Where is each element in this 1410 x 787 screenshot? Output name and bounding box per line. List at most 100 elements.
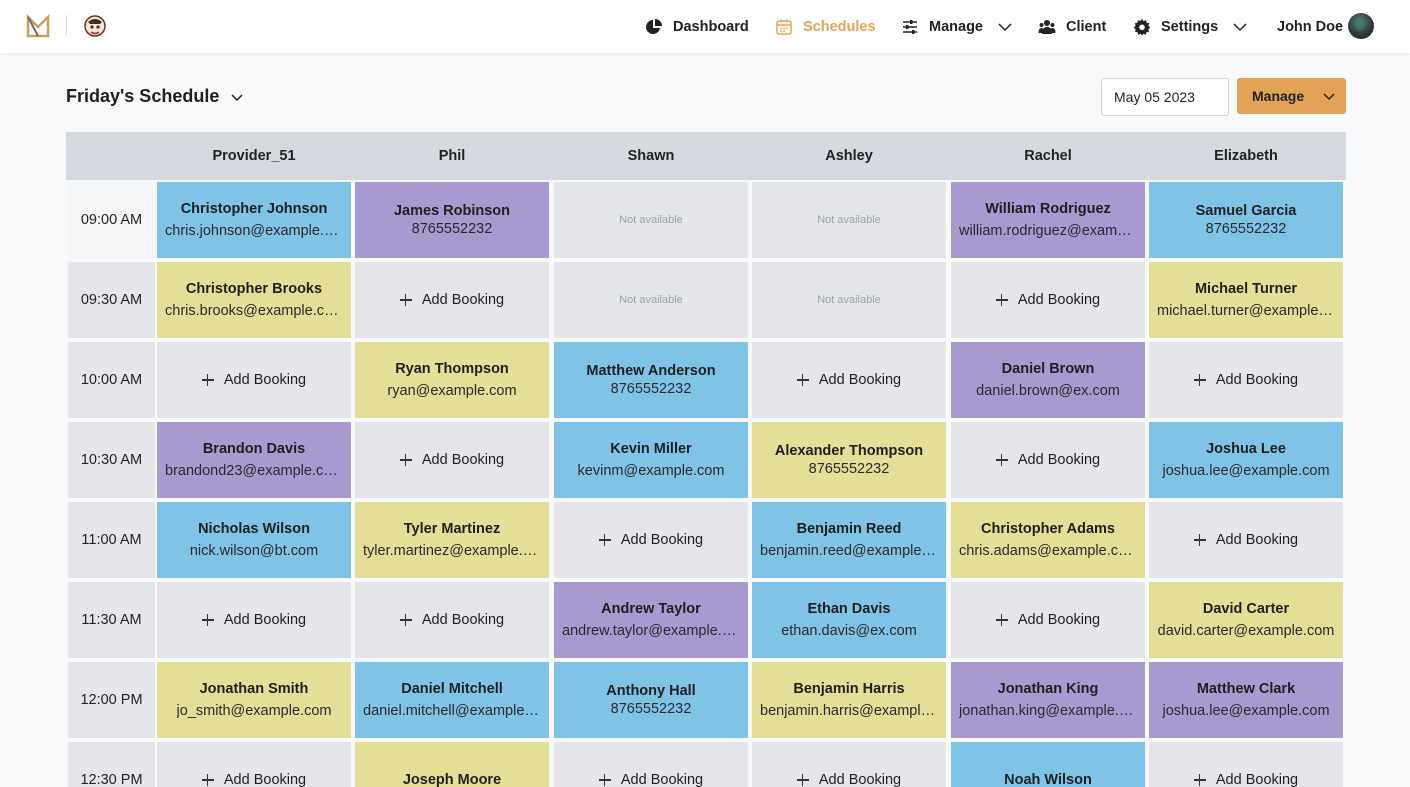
booking-card[interactable]: Brandon Davis brandond23@example.com [157, 422, 351, 498]
booking-card[interactable]: Tyler Martinez tyler.martinez@example.com [355, 502, 549, 578]
date-picker-input[interactable]: May 05 2023 [1101, 78, 1229, 116]
add-booking-action: Add Booking [796, 372, 901, 388]
booking-card[interactable]: Daniel Brown daniel.brown@ex.com [951, 342, 1145, 418]
booking-card[interactable]: Ethan Davis ethan.davis@ex.com [752, 582, 946, 658]
nav-dashboard-label: Dashboard [673, 18, 749, 35]
booking-card[interactable]: Matthew Anderson 8765552232 [554, 342, 748, 418]
booking-client-contact: william.rodriguez@example.com [959, 223, 1137, 239]
add-booking-action: Add Booking [201, 372, 306, 388]
booking-client-contact: 8765552232 [1205, 221, 1287, 237]
booking-card[interactable]: Christopher Adams chris.adams@example.com [951, 502, 1145, 578]
add-booking-button[interactable]: Add Booking [951, 422, 1145, 498]
add-booking-button[interactable]: Add Booking [1149, 742, 1343, 787]
nav-dashboard[interactable]: Dashboard [645, 0, 749, 53]
add-booking-button[interactable]: Add Booking [554, 502, 748, 578]
chevron-down-icon[interactable] [997, 19, 1013, 35]
top-nav-bar: Dashboard Schedules Manage [0, 0, 1410, 53]
booking-client-contact: michael.turner@example.com [1157, 303, 1335, 319]
booking-client-contact: benjamin.harris@example.com [760, 703, 938, 719]
nav-settings[interactable]: Settings [1133, 0, 1248, 53]
booking-card[interactable]: Matthew Clark joshua.lee@example.com [1149, 662, 1343, 738]
calendar-icon [776, 19, 792, 35]
booking-card[interactable]: William Rodriguez william.rodriguez@examp… [951, 182, 1145, 258]
time-slot-label: 11:30 AM [68, 582, 155, 658]
booking-card[interactable]: Joshua Lee joshua.lee@example.com [1149, 422, 1343, 498]
time-slot-label: 12:00 PM [68, 662, 155, 738]
booking-card[interactable]: Alexander Thompson 8765552232 [752, 422, 946, 498]
booking-card[interactable]: David Carter david.carter@example.com [1149, 582, 1343, 658]
chevron-down-icon[interactable] [1232, 19, 1248, 35]
add-booking-action: Add Booking [598, 772, 704, 787]
add-booking-button[interactable]: Add Booking [157, 742, 351, 787]
booking-card[interactable]: James Robinson 8765552232 [355, 182, 549, 258]
booking-card[interactable]: Andrew Taylor andrew.taylor@example.com [554, 582, 748, 658]
chevron-down-icon [231, 93, 243, 101]
booking-card[interactable]: Noah Wilson [951, 742, 1145, 787]
add-booking-label: Add Booking [1017, 612, 1101, 628]
user-menu[interactable]: John Doe [1277, 0, 1343, 53]
booking-client-name: Joseph Moore [402, 772, 502, 787]
column-header: Provider_51 [212, 148, 296, 164]
add-booking-action: Add Booking [1193, 532, 1298, 548]
club-logo-icon [84, 15, 106, 37]
plus-icon [399, 454, 412, 466]
booking-card[interactable]: Christopher Brooks chris.brooks@example.c… [157, 262, 351, 338]
booking-card[interactable]: Benjamin Reed benjamin.reed@example.com [752, 502, 946, 578]
booking-client-contact: jo_smith@example.com [176, 703, 332, 719]
plus-icon [995, 614, 1008, 626]
add-booking-button[interactable]: Add Booking [355, 582, 549, 658]
booking-client-name: Tyler Martinez [403, 521, 501, 537]
booking-card[interactable]: Ryan Thompson ryan@example.com [355, 342, 549, 418]
nav-client[interactable]: Client [1038, 0, 1106, 53]
manage-button-label: Manage [1252, 88, 1305, 104]
column-header: Rachel [1024, 148, 1072, 164]
nav-schedules[interactable]: Schedules [775, 0, 876, 53]
booking-card[interactable]: Jonathan Smith jo_smith@example.com [157, 662, 351, 738]
add-booking-button[interactable]: Add Booking [752, 342, 946, 418]
booking-client-name: Jonathan Smith [199, 681, 309, 697]
plus-icon [201, 774, 214, 786]
add-booking-button[interactable]: Add Booking [951, 582, 1145, 658]
add-booking-action: Add Booking [399, 292, 505, 308]
time-slot-label: 09:00 AM [68, 182, 155, 258]
page-title[interactable]: Friday's Schedule [66, 86, 245, 107]
add-booking-label: Add Booking [1215, 772, 1299, 787]
booking-client-name: David Carter [1202, 601, 1290, 617]
booking-card[interactable]: Christopher Johnson chris.johnson@example… [157, 182, 351, 258]
add-booking-button[interactable]: Add Booking [157, 342, 351, 418]
add-booking-button[interactable]: Add Booking [355, 422, 549, 498]
booking-client-contact: joshua.lee@example.com [1162, 463, 1330, 479]
booking-card[interactable]: Anthony Hall 8765552232 [554, 662, 748, 738]
plus-icon [995, 454, 1008, 466]
booking-card[interactable]: Benjamin Harris benjamin.harris@example.c… [752, 662, 946, 738]
add-booking-label: Add Booking [1017, 292, 1101, 308]
chevron-down-icon [1323, 93, 1335, 101]
plus-icon [399, 614, 412, 626]
booking-card[interactable]: Daniel Mitchell daniel.mitchell@example.c… [355, 662, 549, 738]
add-booking-button[interactable]: Add Booking [554, 742, 748, 787]
add-booking-label: Add Booking [421, 292, 505, 308]
add-booking-button[interactable]: Add Booking [752, 742, 946, 787]
add-booking-button[interactable]: Add Booking [355, 262, 549, 338]
users-icon [1038, 19, 1056, 34]
add-booking-label: Add Booking [620, 772, 704, 787]
plus-icon [995, 294, 1008, 306]
avatar[interactable] [1348, 13, 1374, 39]
add-booking-button[interactable]: Add Booking [1149, 502, 1343, 578]
booking-client-contact: 8765552232 [610, 701, 692, 717]
booking-card[interactable]: Samuel Garcia 8765552232 [1149, 182, 1343, 258]
booking-card[interactable]: Joseph Moore [355, 742, 549, 787]
time-slot-label: 11:00 AM [68, 502, 155, 578]
logo-icon[interactable] [26, 14, 50, 38]
add-booking-button[interactable]: Add Booking [951, 262, 1145, 338]
booking-card[interactable]: Michael Turner michael.turner@example.com [1149, 262, 1343, 338]
not-available-label: Not available [619, 214, 683, 226]
manage-button[interactable]: Manage [1237, 78, 1346, 114]
add-booking-button[interactable]: Add Booking [1149, 342, 1343, 418]
nav-manage[interactable]: Manage [901, 0, 1013, 53]
booking-card[interactable]: Jonathan King jonathan.king@example.com [951, 662, 1145, 738]
add-booking-button[interactable]: Add Booking [157, 582, 351, 658]
booking-card[interactable]: Kevin Miller kevinm@example.com [554, 422, 748, 498]
booking-card[interactable]: Nicholas Wilson nick.wilson@bt.com [157, 502, 351, 578]
not-available-label: Not available [619, 294, 683, 306]
